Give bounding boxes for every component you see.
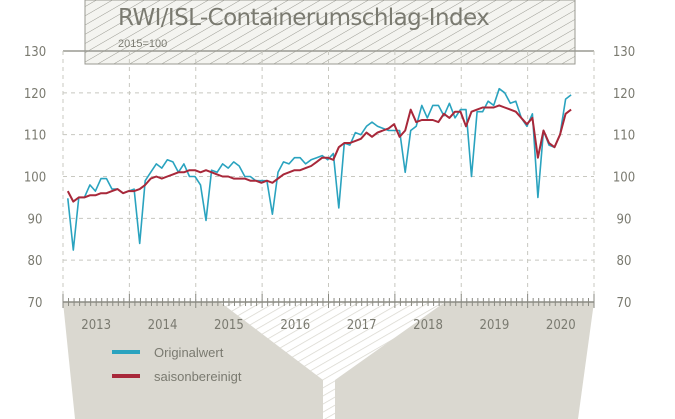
y-tick-left: 110 — [24, 129, 46, 144]
y-tick-left: 70 — [28, 296, 43, 311]
x-tick-label: 2020 — [546, 318, 576, 333]
legend-label-original: Originalwert — [154, 345, 224, 360]
chart-subtitle: 2015=100 — [118, 38, 167, 50]
chart-title: RWI/ISL-Containerumschlag-Index — [118, 5, 489, 31]
y-tick-right: 100 — [613, 171, 635, 186]
y-tick-right: 130 — [613, 45, 635, 60]
y-tick-right: 90 — [617, 212, 632, 227]
legend-label-seasonal: saisonbereinigt — [154, 369, 242, 384]
y-tick-left: 80 — [28, 254, 43, 269]
y-tick-left: 100 — [24, 171, 46, 186]
y-tick-left: 90 — [28, 212, 43, 227]
y-tick-right: 80 — [617, 254, 632, 269]
y-tick-left: 120 — [24, 87, 46, 102]
x-tick-label: 2018 — [413, 318, 443, 333]
y-tick-right: 70 — [617, 296, 632, 311]
x-tick-label: 2015 — [214, 318, 244, 333]
series-line-original — [67, 87, 572, 251]
y-tick-left: 130 — [24, 45, 46, 60]
x-tick-label: 2014 — [148, 318, 178, 333]
series-line-seasonal — [66, 104, 572, 203]
x-tick-label: 2013 — [81, 318, 111, 333]
y-tick-right: 120 — [613, 87, 635, 102]
x-tick-label: 2019 — [480, 318, 510, 333]
y-tick-right: 110 — [613, 129, 635, 144]
footer-funnel — [220, 302, 445, 419]
title-banner-hatch — [84, 0, 576, 65]
x-tick-label: 2016 — [280, 318, 310, 333]
x-tick-label: 2017 — [347, 318, 377, 333]
